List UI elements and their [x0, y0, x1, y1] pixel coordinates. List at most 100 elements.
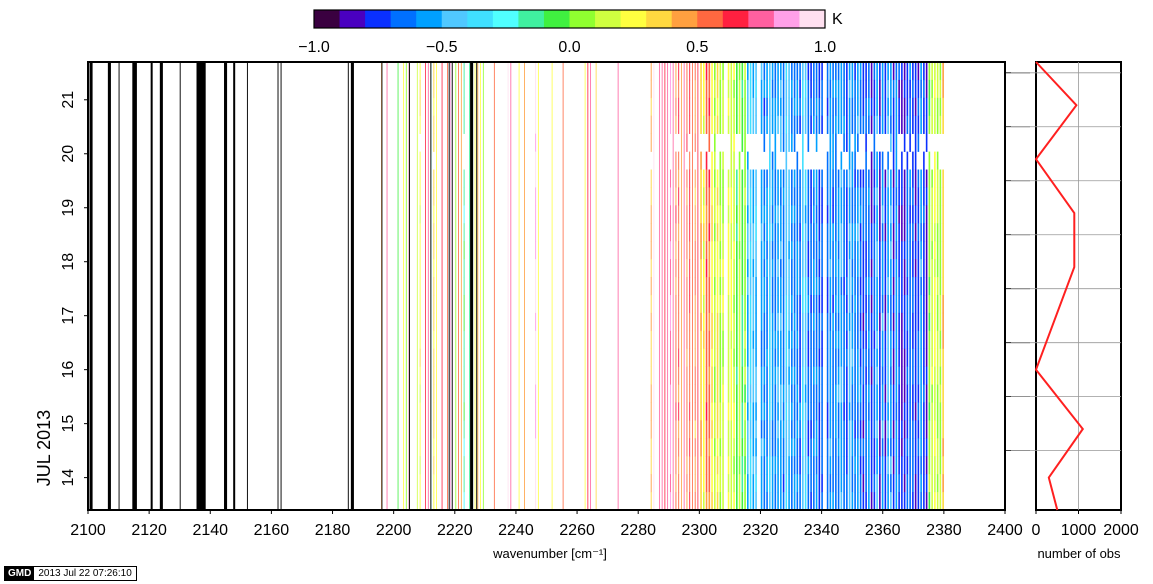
heatmap-cell — [848, 223, 851, 242]
heatmap-cell — [906, 205, 909, 224]
heatmap-cell — [719, 259, 722, 278]
heatmap-cell — [675, 348, 677, 367]
heatmap-cell — [719, 348, 722, 367]
heatmap-cell — [826, 438, 829, 457]
heatmap-cell — [865, 277, 867, 296]
heatmap-cell — [846, 277, 848, 296]
heatmap-cell — [705, 79, 708, 99]
heatmap-cell — [931, 223, 933, 242]
heatmap-cell — [433, 187, 435, 206]
heatmap-cell — [675, 169, 677, 188]
heatmap-cell — [881, 169, 884, 188]
heatmap-cell — [873, 348, 876, 367]
heatmap-cell — [463, 97, 465, 117]
heatmap-cell — [700, 62, 702, 81]
heatmap-cell — [727, 62, 730, 81]
heatmap-cell — [859, 97, 862, 117]
heatmap-cell — [857, 402, 859, 421]
heatmap-cell — [843, 366, 845, 385]
heatmap-cell — [689, 420, 691, 439]
heatmap-cell — [914, 62, 917, 81]
heatmap-cell — [815, 115, 818, 134]
colorbar-swatch — [773, 10, 800, 28]
heatmap-cell — [738, 223, 741, 242]
heatmap-cell — [843, 97, 845, 117]
heatmap-cell — [851, 492, 854, 511]
heatmap-cell — [714, 384, 716, 403]
heatmap-cell — [815, 259, 818, 278]
heatmap-cell — [782, 330, 785, 350]
heatmap-cell — [815, 97, 818, 117]
heatmap-cell — [865, 187, 867, 206]
heatmap-cell — [923, 259, 925, 278]
heatmap-cell — [708, 133, 711, 152]
heatmap-cell — [832, 402, 834, 421]
heatmap-cell — [700, 438, 702, 457]
heatmap-cell — [815, 169, 818, 188]
heatmap-cell — [846, 115, 848, 134]
x-tick-label: 2120 — [131, 522, 167, 539]
heatmap-cell — [771, 348, 774, 367]
heatmap-cell — [829, 474, 832, 493]
heatmap-cell — [898, 402, 900, 421]
heatmap-cell — [840, 79, 843, 99]
heatmap-cell — [694, 205, 696, 224]
heatmap-cell — [881, 187, 884, 206]
heatmap-cell — [873, 420, 876, 439]
heatmap-cell — [686, 259, 688, 278]
heatmap-cell — [799, 62, 801, 81]
heatmap-cell — [716, 223, 719, 242]
heatmap-cell — [909, 366, 911, 385]
heatmap-cell — [686, 348, 688, 367]
heatmap-cell — [727, 492, 730, 511]
heatmap-cell — [923, 492, 925, 511]
heatmap-cell — [925, 277, 928, 296]
heatmap-cell — [771, 187, 774, 206]
heatmap-cell — [780, 241, 782, 260]
heatmap-cell — [859, 205, 862, 224]
heatmap-cell — [727, 456, 730, 475]
heatmap-cell — [832, 438, 834, 457]
heatmap-cell — [821, 79, 823, 99]
heatmap-cell — [711, 205, 713, 224]
heatmap-cell — [755, 169, 757, 188]
heatmap-cell — [837, 241, 840, 260]
heatmap-cell — [793, 330, 796, 350]
heatmap-cell — [769, 420, 771, 439]
heatmap-cell — [771, 79, 774, 99]
heatmap-cell — [463, 187, 465, 206]
heatmap-cell — [873, 259, 876, 278]
heatmap-cell — [925, 474, 928, 493]
heatmap-cell — [917, 402, 920, 421]
heatmap-cell — [903, 294, 906, 314]
heatmap-cell — [716, 402, 719, 421]
heatmap-cell — [923, 294, 925, 314]
heatmap-cell — [719, 420, 722, 439]
heatmap-cell — [909, 312, 911, 332]
heatmap-cell — [771, 438, 774, 457]
heatmap-cell — [868, 115, 870, 134]
heatmap-cell — [760, 97, 763, 117]
heatmap-cell — [835, 223, 837, 242]
colorbar-swatch — [569, 10, 596, 28]
heatmap-cell — [857, 438, 859, 457]
heatmap-cell — [780, 294, 782, 314]
heatmap-cell — [815, 205, 818, 224]
heatmap-cell — [890, 474, 892, 493]
heatmap-cell — [879, 438, 881, 457]
heatmap-cell — [791, 312, 793, 332]
heatmap-cell — [821, 223, 823, 242]
heatmap-cell — [747, 348, 749, 367]
heatmap-cell — [535, 205, 537, 224]
heatmap-cell — [892, 133, 895, 152]
heatmap-cell — [813, 420, 815, 439]
heatmap-cell — [782, 384, 785, 403]
heatmap-cell — [881, 348, 884, 367]
heatmap-cell — [879, 456, 881, 475]
heatmap-cell — [433, 384, 435, 403]
heatmap-cell — [884, 115, 887, 134]
heatmap-cell — [741, 115, 744, 134]
heatmap-cell — [895, 169, 898, 188]
heatmap-cell — [829, 205, 832, 224]
heatmap-cell — [799, 420, 801, 439]
